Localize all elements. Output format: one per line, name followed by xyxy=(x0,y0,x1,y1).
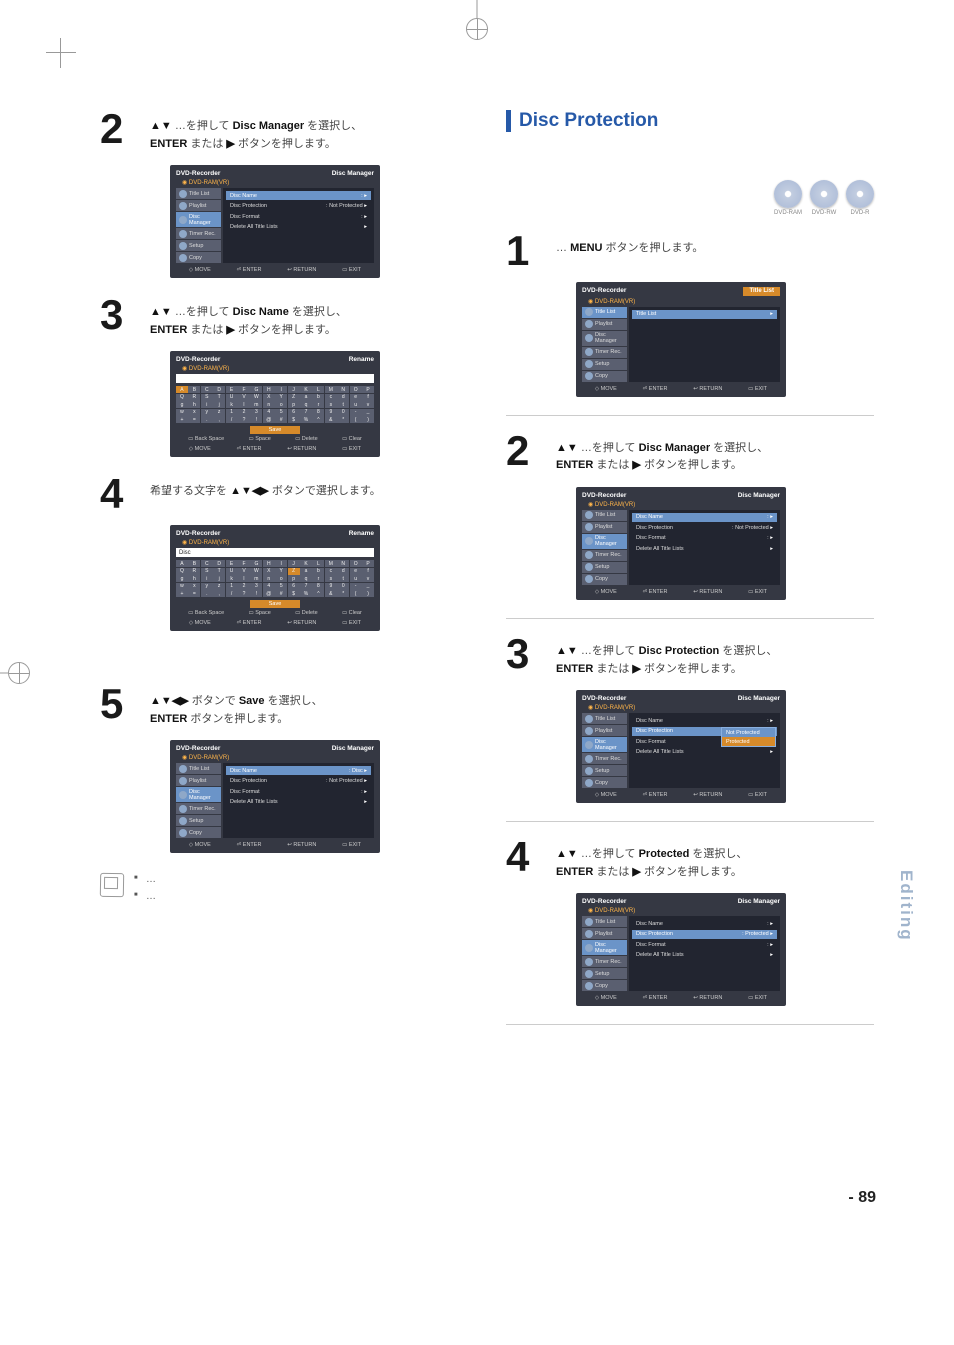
crop-mark xyxy=(46,52,76,53)
section-title: Disc Protection xyxy=(506,110,874,132)
step-number: 2 xyxy=(100,110,138,148)
step-number: 4 xyxy=(100,475,138,513)
step-number: 3 xyxy=(506,635,544,673)
step-3: 3 ▲▼ …を押して Disc Protection を選択し、 ENTER ま… xyxy=(506,635,874,678)
step-number: 5 xyxy=(100,685,138,723)
crop-mark xyxy=(60,38,61,68)
step-number: 1 xyxy=(506,232,544,270)
step-2: 2 ▲▼ …を押して Disc Manager を選択し、 ENTER または … xyxy=(506,432,874,475)
step-number: 3 xyxy=(100,296,138,334)
note-item: … xyxy=(134,871,156,888)
section-bar xyxy=(506,110,511,132)
registration-mark xyxy=(466,18,488,40)
divider xyxy=(506,618,874,619)
osd-panel: DVD-RecorderDisc Manager◉ DVD-RAM(VR)Tit… xyxy=(576,690,786,803)
divider xyxy=(506,1024,874,1025)
page-content: 2 ▲▼ …を押して Disc Manager を選択し、 ENTER または … xyxy=(100,110,874,1041)
note-box: … … xyxy=(100,871,468,905)
step-text: ▲▼ …を押して Disc Manager を選択し、 ENTER または ▶ … xyxy=(556,432,768,475)
step-text: 希望する文字を ▲▼◀▶ ボタンで選択します。 xyxy=(150,475,381,501)
step-text: … MENU ボタンを押します。 xyxy=(556,232,703,258)
step-4: 4 希望する文字を ▲▼◀▶ ボタンで選択します。 xyxy=(100,475,468,513)
osd-panel: DVD-RecorderDisc Manager◉ DVD-RAM(VR)Tit… xyxy=(170,165,380,278)
page-number: - 89 xyxy=(848,1189,876,1207)
step-2: 2 ▲▼ …を押して Disc Manager を選択し、 ENTER または … xyxy=(100,110,468,153)
osd-panel: DVD-RecorderDisc Manager◉ DVD-RAM(VR)Tit… xyxy=(170,740,380,853)
left-column: 2 ▲▼ …を押して Disc Manager を選択し、 ENTER または … xyxy=(100,110,468,1041)
chapter-tab: Editing xyxy=(896,870,916,942)
divider xyxy=(506,415,874,416)
step-number: 4 xyxy=(506,838,544,876)
osd-panel: DVD-RecorderTitle List◉ DVD-RAM(VR)Title… xyxy=(576,282,786,397)
step-3: 3 ▲▼ …を押して Disc Name を選択し、 ENTER または ▶ ボ… xyxy=(100,296,468,339)
step-number: 2 xyxy=(506,432,544,470)
osd-panel: DVD-RecorderDisc Manager◉ DVD-RAM(VR)Tit… xyxy=(576,893,786,1006)
disc-rw-icon: DVD-RW xyxy=(810,180,838,216)
section-heading: Disc Protection xyxy=(519,110,658,132)
step-5: 5 ▲▼◀▶ ボタンで Save を選択し、 ENTER ボタンを押します。 xyxy=(100,685,468,728)
step-text: ▲▼◀▶ ボタンで Save を選択し、 ENTER ボタンを押します。 xyxy=(150,685,323,728)
step-4: 4 ▲▼ …を押して Protected を選択し、 ENTER または ▶ ボ… xyxy=(506,838,874,881)
osd-panel-keyboard: DVD-RecorderRename◉ DVD-RAM(VR)ABCDEFGHI… xyxy=(170,351,380,457)
step-text: ▲▼ …を押して Protected を選択し、 ENTER または ▶ ボタン… xyxy=(556,838,747,881)
registration-mark xyxy=(8,662,30,684)
disc-icons: DVD-RAM DVD-RW DVD-R xyxy=(506,180,874,216)
step-text: ▲▼ …を押して Disc Protection を選択し、 ENTER または… xyxy=(556,635,777,678)
note-item: … xyxy=(134,888,156,905)
right-column: Disc Protection DVD-RAM DVD-RW DVD-R 1 …… xyxy=(506,110,874,1041)
divider xyxy=(506,821,874,822)
note-list: … … xyxy=(134,871,156,905)
note-icon xyxy=(100,873,124,897)
disc-ram-icon: DVD-RAM xyxy=(774,180,802,216)
step-text: ▲▼ …を押して Disc Manager を選択し、 ENTER または ▶ … xyxy=(150,110,362,153)
step-text: ▲▼ …を押して Disc Name を選択し、 ENTER または ▶ ボタン… xyxy=(150,296,347,339)
step-1: 1 … MENU ボタンを押します。 xyxy=(506,232,874,270)
osd-panel: DVD-RecorderDisc Manager◉ DVD-RAM(VR)Tit… xyxy=(576,487,786,600)
osd-panel-keyboard: DVD-RecorderRename◉ DVD-RAM(VR)DiscABCDE… xyxy=(170,525,380,631)
disc-r-icon: DVD-R xyxy=(846,180,874,216)
